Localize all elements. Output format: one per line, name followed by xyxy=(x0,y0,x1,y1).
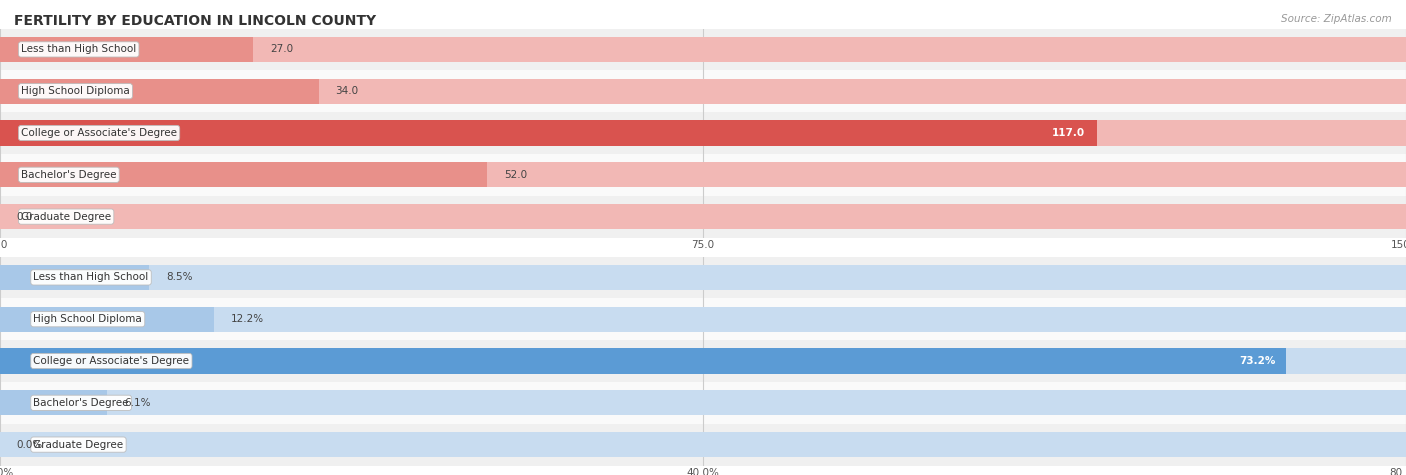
Bar xyxy=(0,298,1406,340)
Text: Source: ZipAtlas.com: Source: ZipAtlas.com xyxy=(1281,14,1392,24)
Text: 52.0: 52.0 xyxy=(505,170,527,180)
Text: 117.0: 117.0 xyxy=(1052,128,1085,138)
Text: College or Associate's Degree: College or Associate's Degree xyxy=(21,128,177,138)
Text: Bachelor's Degree: Bachelor's Degree xyxy=(21,170,117,180)
Text: 0.0: 0.0 xyxy=(17,211,34,222)
Bar xyxy=(0,112,1406,154)
Text: 27.0: 27.0 xyxy=(270,44,292,55)
Bar xyxy=(0,349,1406,373)
Text: 34.0: 34.0 xyxy=(336,86,359,96)
Bar xyxy=(0,162,1406,187)
Text: Less than High School: Less than High School xyxy=(21,44,136,55)
Bar xyxy=(0,70,1406,112)
Text: Graduate Degree: Graduate Degree xyxy=(21,211,111,222)
Text: High School Diploma: High School Diploma xyxy=(21,86,129,96)
Text: 12.2%: 12.2% xyxy=(231,314,264,324)
Bar xyxy=(0,28,1406,70)
Bar xyxy=(0,432,1406,457)
Text: 6.1%: 6.1% xyxy=(124,398,150,408)
Text: Bachelor's Degree: Bachelor's Degree xyxy=(34,398,129,408)
Bar xyxy=(0,265,149,290)
Text: FERTILITY BY EDUCATION IN LINCOLN COUNTY: FERTILITY BY EDUCATION IN LINCOLN COUNTY xyxy=(14,14,377,28)
Bar xyxy=(0,390,1406,415)
Text: Graduate Degree: Graduate Degree xyxy=(34,439,124,450)
Bar xyxy=(0,424,1406,466)
Bar xyxy=(0,265,1406,290)
Bar xyxy=(0,121,1097,145)
Bar xyxy=(0,162,488,187)
Text: 0.0%: 0.0% xyxy=(17,439,44,450)
Text: College or Associate's Degree: College or Associate's Degree xyxy=(34,356,190,366)
Bar xyxy=(0,79,1406,104)
Bar xyxy=(0,204,1406,229)
Text: High School Diploma: High School Diploma xyxy=(34,314,142,324)
Bar xyxy=(0,307,214,332)
Bar xyxy=(0,382,1406,424)
Bar xyxy=(0,390,107,415)
Bar xyxy=(0,340,1406,382)
Bar xyxy=(0,37,253,62)
Text: 73.2%: 73.2% xyxy=(1239,356,1275,366)
Bar xyxy=(0,349,1286,373)
Text: Less than High School: Less than High School xyxy=(34,272,149,283)
Bar xyxy=(0,196,1406,238)
Bar xyxy=(0,37,1406,62)
Bar xyxy=(0,121,1406,145)
Bar xyxy=(0,307,1406,332)
Text: 8.5%: 8.5% xyxy=(166,272,193,283)
Bar xyxy=(0,256,1406,298)
Bar xyxy=(0,79,319,104)
Bar xyxy=(0,154,1406,196)
